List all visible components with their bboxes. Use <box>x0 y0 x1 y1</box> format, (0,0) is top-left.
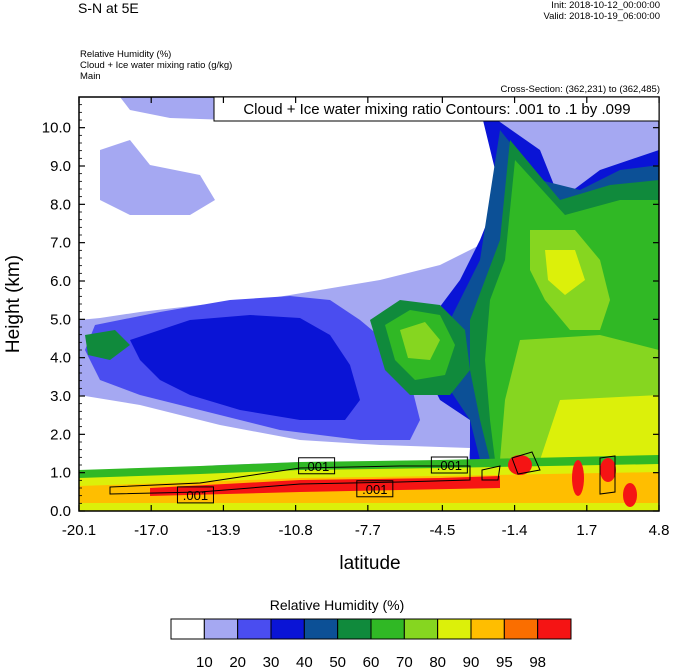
colorbar-level-label: 30 <box>263 654 280 668</box>
x-tick-label: -13.9 <box>206 522 240 539</box>
colorbar-swatch <box>237 618 272 640</box>
y-tick-label: 0.0 <box>50 503 71 520</box>
y-tick-label: 7.0 <box>50 235 71 252</box>
x-tick-label: -7.7 <box>355 522 381 539</box>
y-tick-label: 8.0 <box>50 196 71 213</box>
x-tick-label: 1.7 <box>576 522 597 539</box>
init-time: Init: 2018-10-12_00:00:00 <box>551 0 660 11</box>
colorbar-level-label: 90 <box>463 654 480 668</box>
contour-label-box <box>356 480 394 498</box>
colorbar-level-label: 70 <box>396 654 413 668</box>
y-tick-label: 5.0 <box>50 311 71 328</box>
contour-label: .001 <box>362 482 387 497</box>
variable-line-main: Main <box>80 71 101 82</box>
y-axis-title: Height (km) <box>3 255 24 353</box>
contour-labels: .001 .001 .001 .001 <box>176 456 468 504</box>
colorbar-swatch <box>470 618 505 640</box>
colorbar-level-label: 98 <box>529 654 546 668</box>
contour-label: .001 <box>437 458 462 473</box>
contour-info-text: Cloud + Ice water mixing ratio Contours:… <box>243 101 630 118</box>
colorbar-swatch <box>537 618 572 640</box>
humidity-field <box>79 97 659 511</box>
colorbar-title: Relative Humidity (%) <box>269 597 405 613</box>
contour-label-box <box>298 457 336 475</box>
y-tick-label: 1.0 <box>50 465 71 482</box>
colorbar-swatch <box>370 618 405 640</box>
x-axis-title: latitude <box>339 553 400 574</box>
contour-label-box <box>430 456 468 474</box>
contour-label: .001 <box>183 488 208 503</box>
colorbar-swatch <box>437 618 472 640</box>
colorbar-level-label: 10 <box>196 654 213 668</box>
colorbar-swatch <box>403 618 439 640</box>
y-tick-label: 10.0 <box>42 120 71 137</box>
colorbar-swatch <box>203 618 239 640</box>
plot-title: S-N at 5E <box>78 0 139 16</box>
colorbar-swatch <box>303 618 339 640</box>
y-tick-label: 9.0 <box>50 158 71 175</box>
x-tick-label: -10.8 <box>279 522 313 539</box>
colorbar <box>170 618 572 640</box>
colorbar-labels: 10 20 30 40 50 60 70 80 90 95 98 <box>196 654 546 668</box>
colorbar-swatch <box>170 618 205 640</box>
x-tick-label: -20.1 <box>62 522 96 539</box>
contour-label: .001 <box>304 459 329 474</box>
colorbar-swatch <box>337 618 372 640</box>
contour-label-box <box>176 486 214 504</box>
colorbar-level-label: 20 <box>229 654 246 668</box>
colorbar-level-label: 60 <box>363 654 380 668</box>
contour-info-box <box>213 96 660 122</box>
colorbar-level-label: 50 <box>329 654 346 668</box>
x-tick-label: -4.5 <box>429 522 455 539</box>
colorbar-swatch <box>503 618 539 640</box>
variable-line-cloud: Cloud + Ice water mixing ratio (g/kg) <box>80 60 233 71</box>
y-axis: 0.0 1.0 2.0 3.0 4.0 5.0 6.0 7.0 8.0 9.0 10.0 <box>42 96 659 520</box>
valid-time: Valid: 2018-10-19_06:00:00 <box>543 11 660 22</box>
y-tick-label: 4.0 <box>50 350 71 367</box>
x-tick-label: 4.8 <box>649 522 670 539</box>
x-tick-label: -1.4 <box>502 522 528 539</box>
y-tick-label: 3.0 <box>50 388 71 405</box>
colorbar-level-label: 95 <box>496 654 513 668</box>
x-axis: -20.1 -17.0 -13.9 -10.8 -7.7 -4.5 -1.4 1.7 4.8 <box>62 97 670 539</box>
colorbar-swatch <box>270 618 305 640</box>
colorbar-level-label: 40 <box>296 654 313 668</box>
y-tick-label: 2.0 <box>50 426 71 443</box>
x-tick-label: -17.0 <box>134 522 168 539</box>
cross-section-label: Cross-Section: (362,231) to (362,485) <box>500 84 660 95</box>
colorbar-level-label: 80 <box>429 654 446 668</box>
variable-line-rh: Relative Humidity (%) <box>80 49 172 60</box>
y-tick-label: 6.0 <box>50 273 71 290</box>
